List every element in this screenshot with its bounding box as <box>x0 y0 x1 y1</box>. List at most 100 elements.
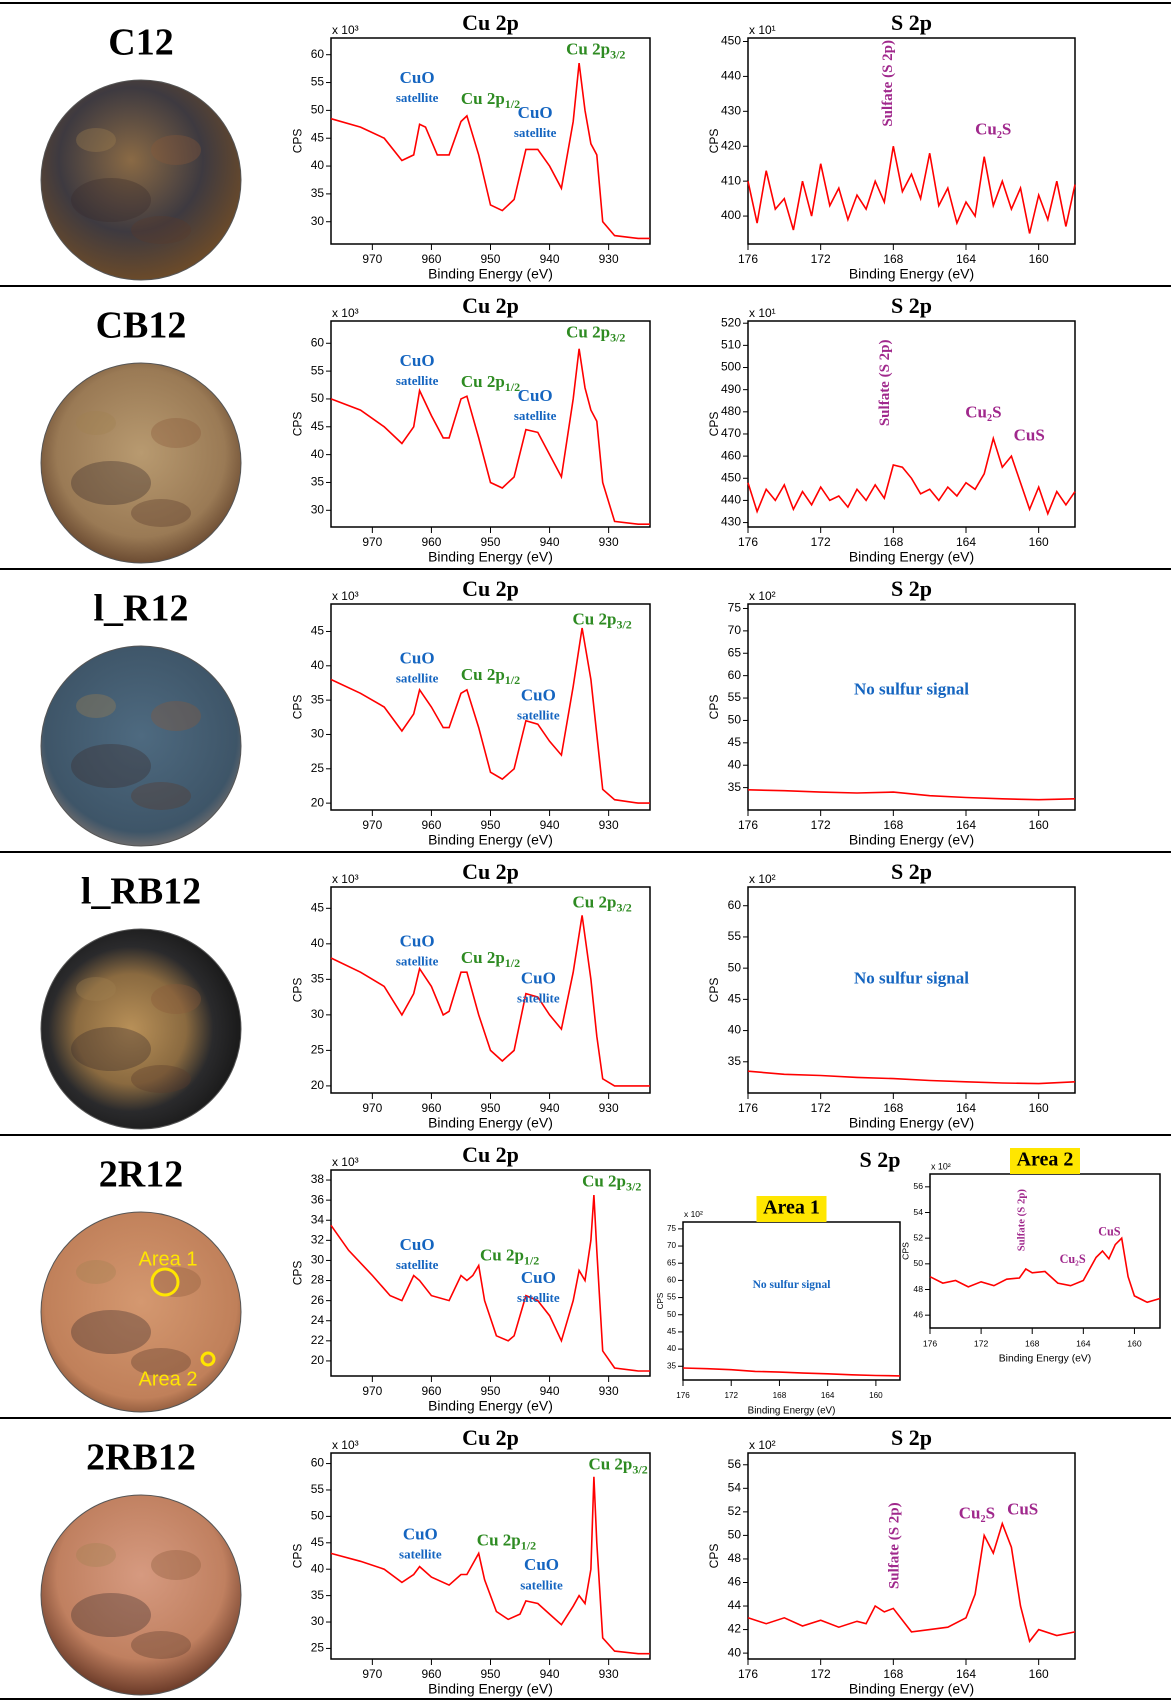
x-tick-label: 176 <box>738 1101 758 1115</box>
x-tick-label: 970 <box>362 818 382 832</box>
peak-label: CuO <box>521 969 556 988</box>
peak-label-main: Cu 2p <box>582 1171 626 1190</box>
photo-texture <box>131 1631 191 1659</box>
peak-label: satellite <box>517 991 560 1006</box>
photo-texture <box>131 1065 191 1093</box>
chart-title: S 2p <box>891 293 932 318</box>
y-tick-label: 35 <box>728 780 742 794</box>
peak-label: Sulfate (S 2p) <box>877 339 893 426</box>
y-multiplier: x 10² <box>749 1438 776 1452</box>
peak-label: satellite <box>396 954 439 969</box>
peak-label: CuO <box>400 351 435 370</box>
photo-texture <box>151 1550 201 1580</box>
y-tick-label: 60 <box>728 668 742 682</box>
y-tick-label: 35 <box>667 1361 677 1370</box>
y-tick-label: 44 <box>728 1598 742 1612</box>
x-tick-label: 950 <box>481 252 501 266</box>
y-multiplier: x 10² <box>684 1209 703 1219</box>
peak-label: CuO <box>400 68 435 87</box>
sample-label: C12 <box>108 22 173 64</box>
y-tick-label: 55 <box>311 75 325 89</box>
y-axis-label: CPS <box>290 1261 304 1286</box>
peak-label: Cu 2p3/2 <box>582 1171 641 1193</box>
y-tick-label: 45 <box>667 1327 677 1336</box>
x-tick-label: 940 <box>540 535 560 549</box>
y-tick-label: 35 <box>311 1588 325 1602</box>
peak-label: Cu₂S <box>965 403 1001 422</box>
y-tick-label: 30 <box>311 214 325 228</box>
y-tick-label: 52 <box>728 1504 742 1518</box>
x-tick-label: 940 <box>540 1384 560 1398</box>
y-tick-label: 30 <box>311 502 325 516</box>
sample-label: 2R12 <box>99 1154 183 1196</box>
peak-label-main: Cu 2p <box>566 322 610 341</box>
y-tick-label: 30 <box>311 1253 325 1267</box>
peak-label-main: Cu 2p <box>573 609 617 628</box>
peak-label-sub: 3/2 <box>616 617 631 631</box>
peak-label-main: Cu 2p <box>461 948 505 967</box>
x-tick-label: 164 <box>821 1391 835 1400</box>
peak-label: Cu 2p1/2 <box>461 948 520 970</box>
photo-texture <box>76 694 116 718</box>
spectrum-line <box>748 438 1075 513</box>
peak-label-sub: 1/2 <box>524 1253 539 1267</box>
spectrum-line <box>748 790 1075 800</box>
y-tick-label: 55 <box>667 1293 677 1302</box>
photo-texture <box>71 1593 151 1637</box>
y-tick-label: 50 <box>728 1528 742 1542</box>
x-tick-label: 160 <box>1029 535 1049 549</box>
peak-label: Cu 2p3/2 <box>573 609 632 631</box>
chart-title: Cu 2p <box>462 859 519 884</box>
y-tick-label: 40 <box>728 1645 742 1659</box>
x-tick-label: 164 <box>956 1667 976 1681</box>
area-label: Area 1 <box>139 1248 198 1270</box>
sample-photo <box>41 646 241 846</box>
x-tick-label: 168 <box>883 1667 903 1681</box>
sample-photo <box>41 363 241 563</box>
y-tick-label: 52 <box>913 1232 923 1242</box>
y-tick-label: 40 <box>311 447 325 461</box>
sample-photo <box>41 929 241 1129</box>
x-axis-label: Binding Energy (eV) <box>999 1354 1091 1365</box>
y-tick-label: 50 <box>311 103 325 117</box>
spectrum-line <box>331 1195 650 1371</box>
peak-label-sub: 1/2 <box>521 1538 536 1552</box>
y-tick-label: 40 <box>311 658 325 672</box>
x-tick-label: 960 <box>421 535 441 549</box>
y-tick-label: 48 <box>728 1551 742 1565</box>
y-axis-label: CPS <box>290 412 304 437</box>
y-tick-label: 60 <box>728 898 742 912</box>
x-tick-label: 960 <box>421 252 441 266</box>
spectrum-line <box>331 628 650 803</box>
y-tick-label: 480 <box>721 404 741 418</box>
x-axis-label: Binding Energy (eV) <box>748 1406 836 1417</box>
y-axis-label: CPS <box>290 978 304 1003</box>
y-tick-label: 70 <box>728 623 742 637</box>
peak-label: Cu 2p1/2 <box>477 1530 536 1552</box>
x-tick-label: 176 <box>738 252 758 266</box>
y-tick-label: 470 <box>721 426 741 440</box>
x-tick-label: 960 <box>421 1384 441 1398</box>
x-axis-label: Binding Energy (eV) <box>849 1115 974 1131</box>
y-tick-label: 42 <box>728 1622 742 1636</box>
peak-label: satellite <box>396 671 439 686</box>
y-multiplier: x 10³ <box>332 23 359 37</box>
x-tick-label: 160 <box>1127 1338 1142 1348</box>
photo-texture <box>76 411 116 435</box>
chart-title: S 2p <box>891 10 932 35</box>
x-tick-label: 940 <box>540 818 560 832</box>
x-tick-label: 172 <box>724 1391 738 1400</box>
plot-frame <box>683 1222 900 1380</box>
y-tick-label: 40 <box>667 1344 677 1353</box>
spectrum-line <box>683 1368 900 1376</box>
y-multiplier: x 10¹ <box>749 306 776 320</box>
plot-frame <box>748 321 1075 527</box>
x-tick-label: 160 <box>1029 1101 1049 1115</box>
x-tick-label: 970 <box>362 1384 382 1398</box>
y-tick-label: 40 <box>728 1023 742 1037</box>
x-tick-label: 970 <box>362 1667 382 1681</box>
peak-label: satellite <box>396 1257 439 1272</box>
y-tick-label: 35 <box>311 972 325 986</box>
x-tick-label: 160 <box>869 1391 883 1400</box>
y-tick-label: 30 <box>311 1007 325 1021</box>
